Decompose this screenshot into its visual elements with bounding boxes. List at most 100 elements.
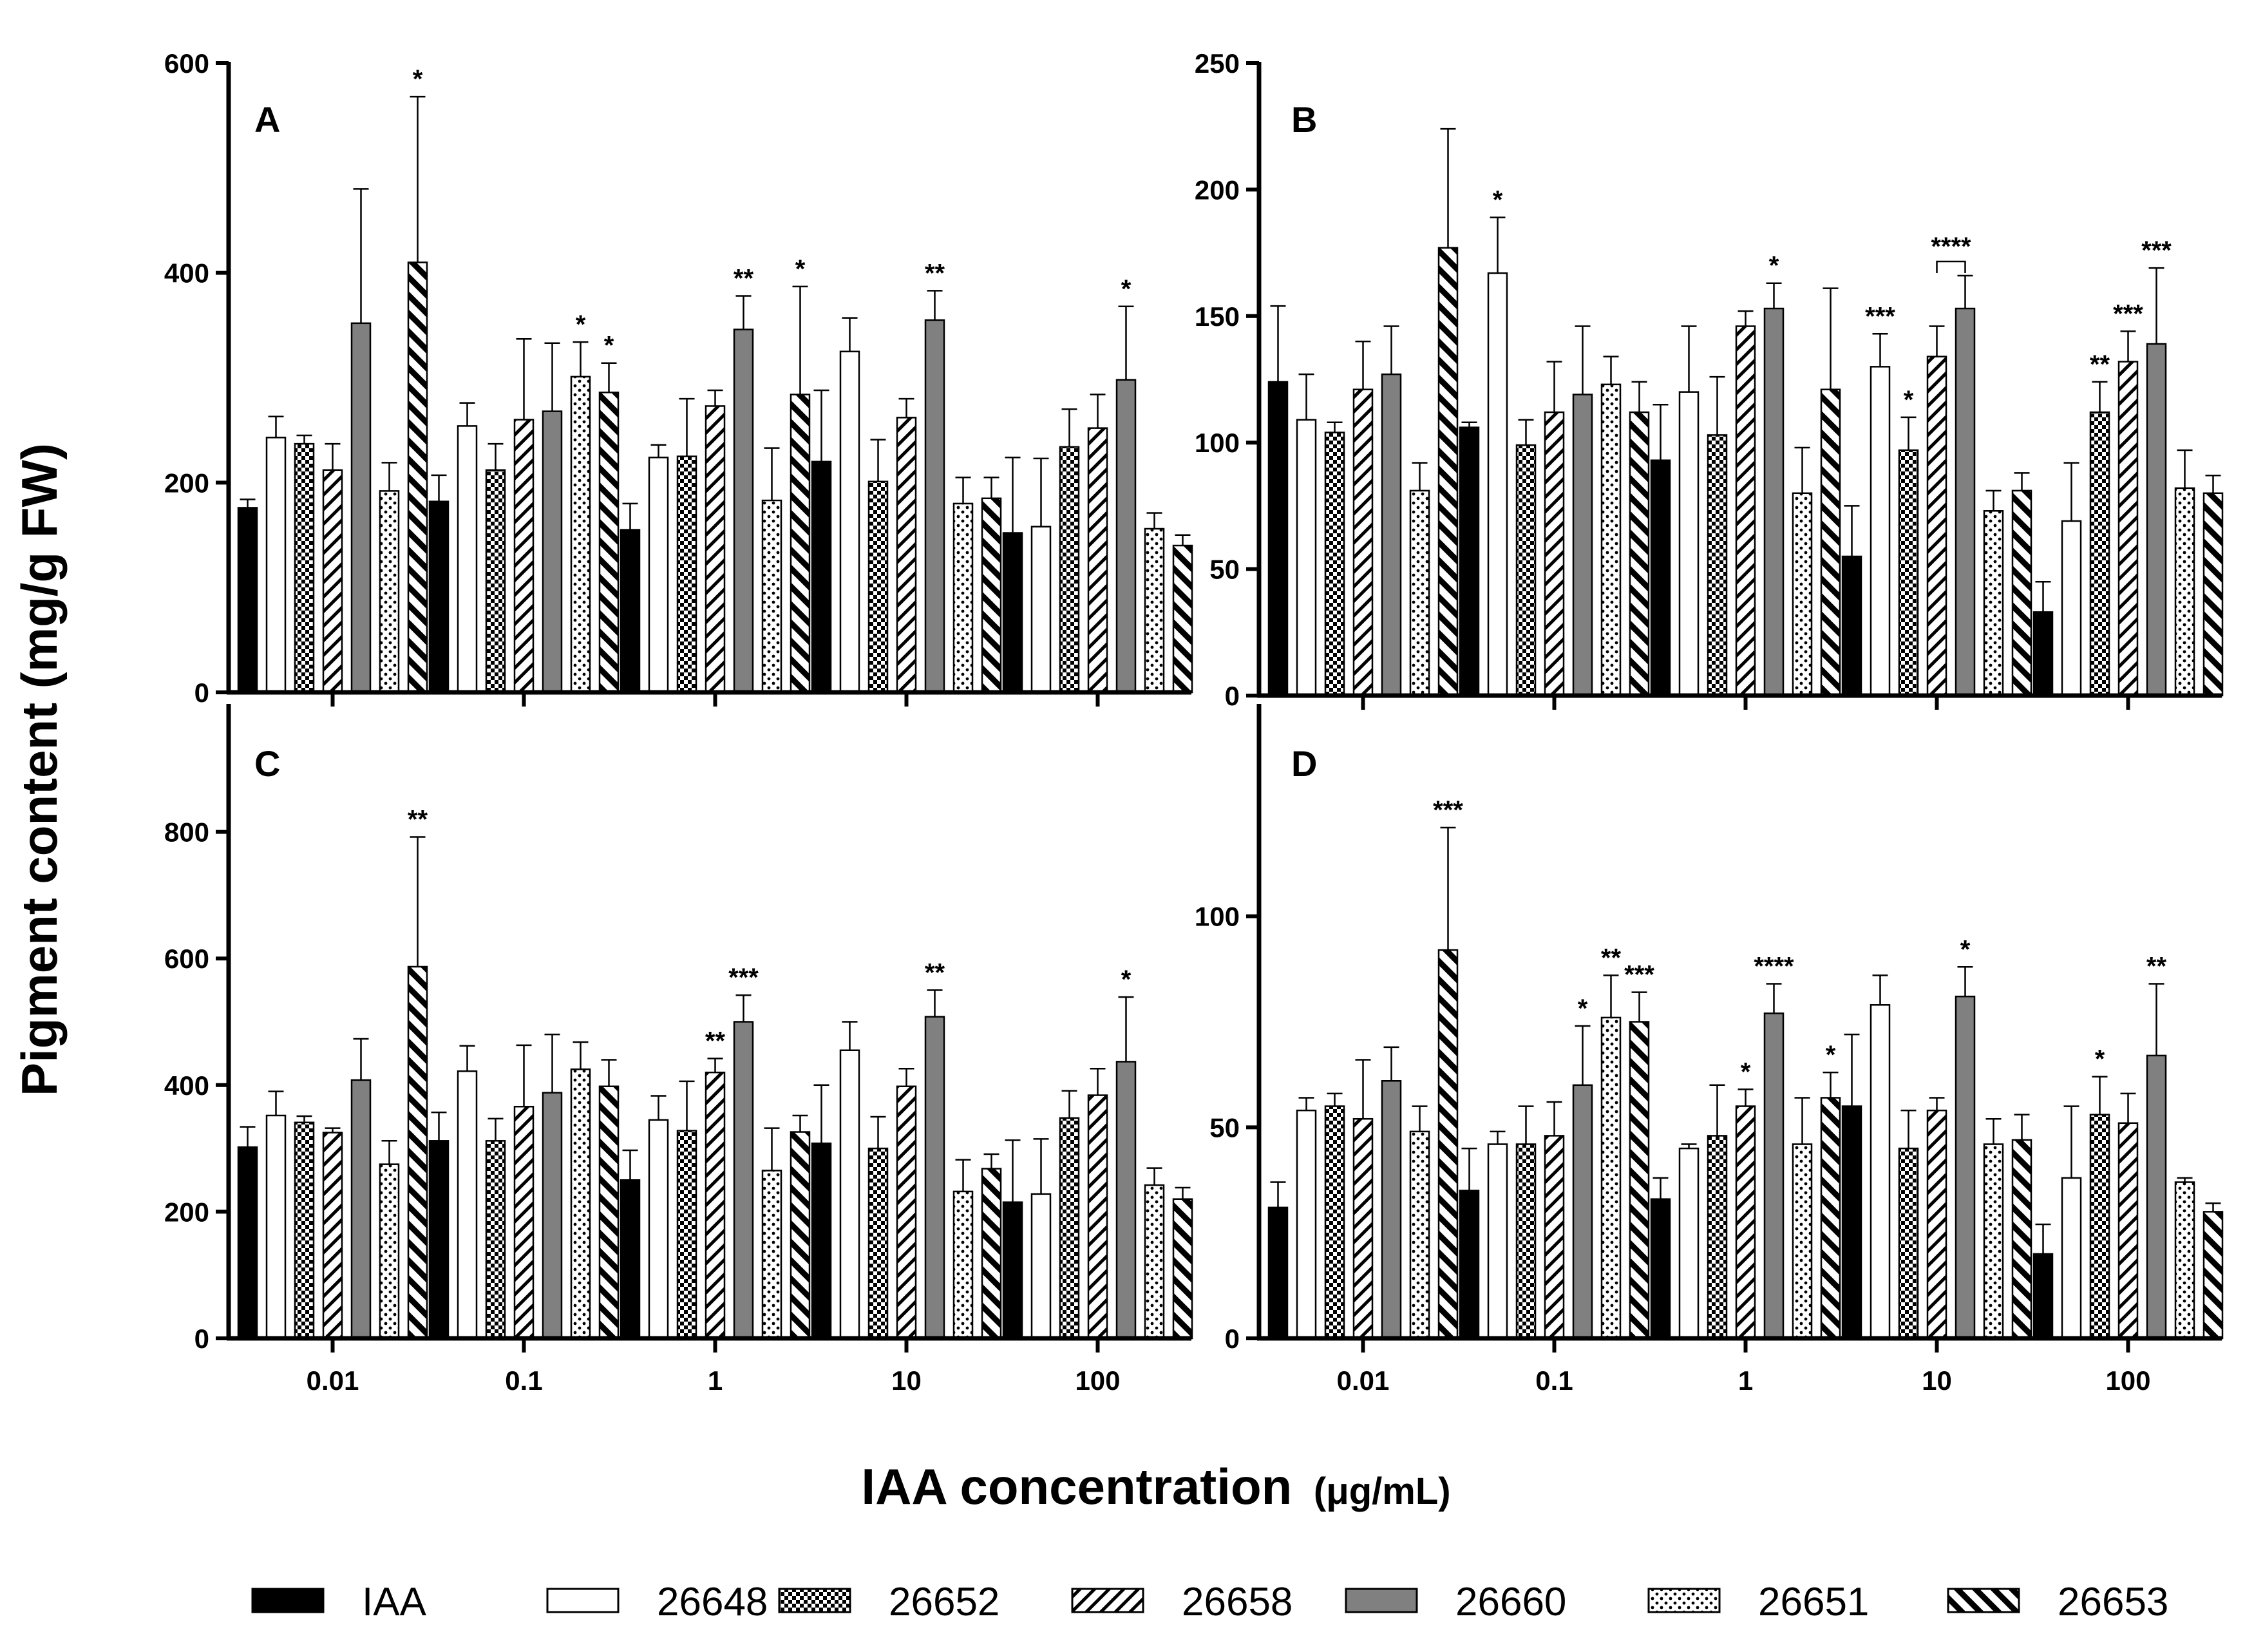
- panel-c-bar-26651-0.01: [379, 1163, 400, 1340]
- panel-a-bar-26660-1: [733, 328, 754, 694]
- panel-b-bar-26648-10: [1870, 366, 1891, 697]
- panel-d-bar-26660-100: [2146, 1054, 2167, 1340]
- panel-d-y-tick-label: 50: [1209, 1112, 1240, 1143]
- panel-d-bar-26653-0.01: [1437, 949, 1459, 1340]
- panel-b-bar-26651-1: [1792, 492, 1813, 697]
- panel-c-bar-26658-100: [1087, 1094, 1108, 1340]
- panel-d-bar-26652-10: [1898, 1147, 1919, 1340]
- panel-c-y-tick-label: 0: [194, 1324, 209, 1354]
- panel-b-significance-mark: *: [1769, 252, 1779, 280]
- panel-a-bar-26648-100: [1030, 526, 1052, 694]
- panel-b-bar-26653-100: [2202, 492, 2224, 697]
- panel-b-significance-mark: *: [1493, 186, 1503, 214]
- panel-d-bar-26660-0.01: [1381, 1079, 1402, 1340]
- panel-d-significance-mark: ***: [1624, 961, 1654, 989]
- panel-c-bar-26648-0.01: [265, 1114, 287, 1340]
- panel-a-bar-26651-0.1: [570, 375, 591, 694]
- panel-d-bar-26648-10: [1870, 1004, 1891, 1340]
- panel-b-bar-26660-0.01: [1381, 373, 1402, 697]
- panel-d-significance-mark: *: [1578, 994, 1588, 1023]
- panel-b-bar-26652-100: [2089, 411, 2110, 697]
- panel-d-bar-26660-10: [1955, 995, 1976, 1340]
- panel-c-bar-26658-0.01: [322, 1132, 343, 1340]
- panel-d-bar-26651-1: [1792, 1143, 1813, 1340]
- panel-d-bar-26658-0.01: [1352, 1117, 1374, 1340]
- legend-label-26648: 26648: [657, 1580, 768, 1624]
- panel-a-bar-26652-100: [1059, 446, 1080, 694]
- legend-swatch-IAA: [251, 1588, 325, 1613]
- panel-c-significance-mark: **: [705, 1027, 726, 1056]
- panel-a-bar-26660-10: [924, 319, 945, 694]
- panel-a-significance-mark: **: [734, 264, 754, 292]
- panel-c-bar-26660-100: [1115, 1061, 1137, 1340]
- panel-d-bar-26653-10: [2011, 1139, 2032, 1340]
- panel-a-bar-26651-0.01: [379, 490, 400, 694]
- panel-b-y-tick-label: 250: [1195, 48, 1240, 79]
- panel-c-bar-26653-1: [790, 1131, 811, 1340]
- panel-d-bar-26653-100: [2202, 1211, 2224, 1340]
- panel-b-significance-mark: **: [2090, 350, 2110, 379]
- panel-c-significance-mark: **: [408, 805, 428, 833]
- panel-b-bar-IAA-100: [2032, 611, 2054, 697]
- panel-c-bar-IAA-1: [620, 1179, 641, 1340]
- panel-c-y-tick-label: 600: [164, 944, 209, 974]
- legend-label-26651: 26651: [1758, 1580, 1869, 1624]
- panel-a-significance-mark: *: [1121, 275, 1132, 303]
- x-axis-title: IAA concentration (μg/mL): [861, 1458, 1450, 1515]
- legend-label-26658: 26658: [1182, 1580, 1293, 1624]
- panel-b-y-tick-label: 100: [1195, 428, 1240, 458]
- panel-a-bar-IAA-10: [811, 460, 832, 694]
- panel-d-bar-26653-1: [1820, 1097, 1841, 1340]
- panel-a-bar-26652-10: [867, 480, 889, 694]
- panel-a-significance-mark: *: [576, 310, 586, 339]
- panel-b-bar-26658-0.01: [1352, 388, 1374, 697]
- x-tick-label-100: 100: [2105, 1365, 2150, 1396]
- panel-d-letter: D: [1291, 743, 1317, 784]
- panel-b-bar-IAA-10: [1841, 555, 1862, 697]
- panel-b-y-tick-label: 150: [1195, 301, 1240, 332]
- panel-a-bar-26651-1: [761, 499, 782, 694]
- panel-d-bar-26652-1: [1707, 1135, 1728, 1340]
- panel-a-bar-26658-0.01: [322, 469, 343, 694]
- legend-label-26652: 26652: [889, 1580, 999, 1624]
- panel-c-bar-26658-10: [896, 1085, 917, 1340]
- panel-c-bar-26648-10: [839, 1049, 860, 1340]
- panel-b-bar-IAA-0.1: [1459, 426, 1480, 697]
- panel-c-bar-26652-100: [1059, 1117, 1080, 1340]
- panel-a-bar-26653-10: [981, 497, 1002, 694]
- panel-d-bar-26652-0.1: [1515, 1143, 1537, 1340]
- panel-d-bar-26648-1: [1678, 1147, 1700, 1340]
- panel-c-bar-26660-0.1: [542, 1092, 563, 1340]
- panel-d-bar-26648-0.1: [1487, 1143, 1508, 1340]
- panel-d-bar-IAA-1: [1650, 1198, 1671, 1340]
- panel-d-bar-26660-0.1: [1572, 1084, 1593, 1340]
- panel-a-bar-IAA-0.1: [428, 500, 450, 694]
- panel-a-y-tick-label: 600: [164, 48, 209, 79]
- panel-b-bar-26658-100: [2117, 361, 2139, 697]
- panel-a-bar-26651-100: [1144, 527, 1165, 694]
- panel-c-y-tick-label: 800: [164, 817, 209, 848]
- panel-d-bar-26660-1: [1763, 1012, 1785, 1340]
- panel-c-bar-26652-0.01: [294, 1121, 315, 1340]
- panel-b-bar-26658-1: [1735, 325, 1756, 697]
- legend: IAA 26648 26652 26658 26660 26651 26653: [251, 1580, 2168, 1624]
- panel-d-significance-mark: **: [1601, 944, 1622, 972]
- panel-a-bar-26658-10: [896, 417, 917, 694]
- panel-a-significance-mark: **: [925, 259, 945, 287]
- legend-swatch-26658: [1071, 1588, 1144, 1613]
- panel-a-bar-26652-1: [676, 455, 697, 694]
- panel-d-bar-26652-100: [2089, 1114, 2110, 1340]
- panel-a-significance-mark: *: [413, 65, 423, 93]
- panel-d-bar-IAA-100: [2032, 1253, 2054, 1340]
- panel-a-y-tick-label: 0: [194, 678, 209, 708]
- panel-c-bar-26651-100: [1144, 1184, 1165, 1340]
- panel-b-bar-IAA-1: [1650, 459, 1671, 697]
- panel-d-significance-mark: *: [1741, 1058, 1751, 1086]
- panel-c-bar-IAA-10: [811, 1142, 832, 1340]
- panel-b-bar-26660-10: [1955, 307, 1976, 697]
- panel-b-significance-bracket: [1936, 260, 1966, 273]
- panel-c-bar-26652-10: [867, 1147, 889, 1340]
- panel-a-bar-26653-0.1: [598, 392, 620, 694]
- panel-a-bar-26658-100: [1087, 427, 1108, 694]
